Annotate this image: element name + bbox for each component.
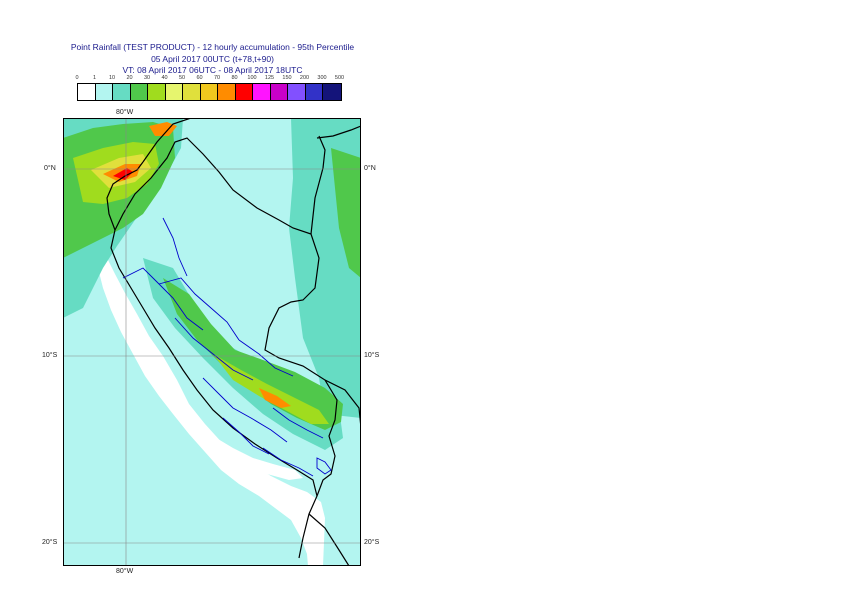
title-line-1: Point Rainfall (TEST PRODUCT) - 12 hourl… bbox=[70, 42, 355, 52]
rain-zone-orange-andes bbox=[259, 388, 291, 408]
region-boundary-6 bbox=[262, 447, 314, 477]
region-boundary-5 bbox=[222, 417, 270, 455]
peru-border bbox=[114, 137, 338, 559]
colorbar-tick-label: 20 bbox=[126, 75, 133, 81]
region-boundary-8 bbox=[238, 339, 294, 377]
dry-coastal-strip bbox=[98, 250, 325, 566]
colorbar-swatch bbox=[235, 84, 253, 100]
map-frame bbox=[63, 118, 361, 566]
rainfall-map bbox=[63, 118, 361, 566]
region-boundary-2 bbox=[158, 277, 240, 341]
colorbar-swatch bbox=[323, 84, 341, 100]
region-boundary-4 bbox=[202, 377, 288, 443]
colorbar-swatch bbox=[148, 84, 166, 100]
colorbar-tick-label: 200 bbox=[299, 75, 310, 81]
region-boundary-1 bbox=[122, 267, 204, 331]
axis-label-left-10s: 10°S bbox=[42, 352, 58, 359]
rain-zone-100mm bbox=[113, 168, 133, 180]
colorbar-tick-label: 70 bbox=[213, 75, 221, 81]
colorbar-tick-label: 300 bbox=[317, 75, 327, 81]
dry-inland-patch bbox=[213, 436, 303, 480]
axis-label-right-0n: 0°N bbox=[364, 165, 376, 172]
colorbar-swatch bbox=[218, 84, 236, 100]
brazil-border bbox=[310, 135, 326, 235]
colorbar-swatch bbox=[78, 84, 96, 100]
colorbar-swatch bbox=[113, 84, 131, 100]
colorbar-tick-label: 10 bbox=[108, 75, 116, 81]
colorbar-swatch bbox=[200, 84, 218, 100]
colorbar-swatch bbox=[183, 84, 201, 100]
colorbar-tick-label: 30 bbox=[143, 75, 151, 81]
rain-zone-30mm-andes bbox=[213, 354, 329, 424]
rain-zone-orange-north bbox=[149, 122, 177, 136]
axis-label-left-0n: 0°N bbox=[44, 165, 56, 172]
colorbar-tick-label: 1 bbox=[92, 75, 97, 81]
rain-zone-20mm-andes bbox=[163, 278, 343, 430]
axis-label-right-20s: 20°S bbox=[364, 539, 380, 546]
colorbar-swatch bbox=[130, 84, 148, 100]
colorbar bbox=[77, 83, 342, 101]
colorbar-swatch bbox=[253, 84, 271, 100]
colorbar-tick-label: 0 bbox=[75, 75, 79, 81]
map-panel bbox=[63, 118, 361, 566]
colorbar-tick-label: 50 bbox=[178, 75, 186, 81]
colorbar-tick-label: 80 bbox=[231, 75, 238, 81]
colorbar-swatch bbox=[305, 84, 323, 100]
colombia-brazil-border bbox=[316, 125, 361, 139]
colorbar-tick-label: 125 bbox=[264, 75, 275, 81]
colorbar-tick-label: 60 bbox=[196, 75, 203, 81]
ecuador-coast bbox=[106, 161, 144, 231]
axis-label-bottom-lon: 80°W bbox=[116, 568, 134, 575]
axis-label-left-20s: 20°S bbox=[42, 539, 58, 546]
colorbar-swatch bbox=[165, 84, 183, 100]
colorbar-tick-label: 150 bbox=[282, 75, 292, 81]
lake-titicaca bbox=[316, 457, 332, 475]
title-line-2: 05 April 2017 00UTC (t+78,t+90) bbox=[151, 54, 274, 64]
colorbar-swatch bbox=[95, 84, 113, 100]
colorbar-tick-label: 500 bbox=[334, 75, 345, 81]
axis-label-top-lon: 80°W bbox=[116, 109, 134, 116]
title-line-3: VT: 08 April 2017 06UTC - 08 April 2017 … bbox=[122, 65, 303, 75]
colorbar-tick-label: 40 bbox=[161, 75, 168, 81]
rain-zone-20mm-east bbox=[331, 148, 361, 278]
colorbar-swatch bbox=[288, 84, 306, 100]
axis-label-right-10s: 10°S bbox=[364, 352, 380, 359]
colorbar-swatch bbox=[270, 84, 288, 100]
ecuador-colombia-border bbox=[142, 118, 192, 163]
colorbar-tick-label: 100 bbox=[247, 75, 257, 81]
region-boundary-7 bbox=[272, 407, 324, 439]
chile-border bbox=[308, 513, 350, 566]
region-boundary-3 bbox=[174, 317, 254, 381]
region-boundary-9 bbox=[162, 217, 188, 277]
coastline bbox=[110, 229, 318, 497]
